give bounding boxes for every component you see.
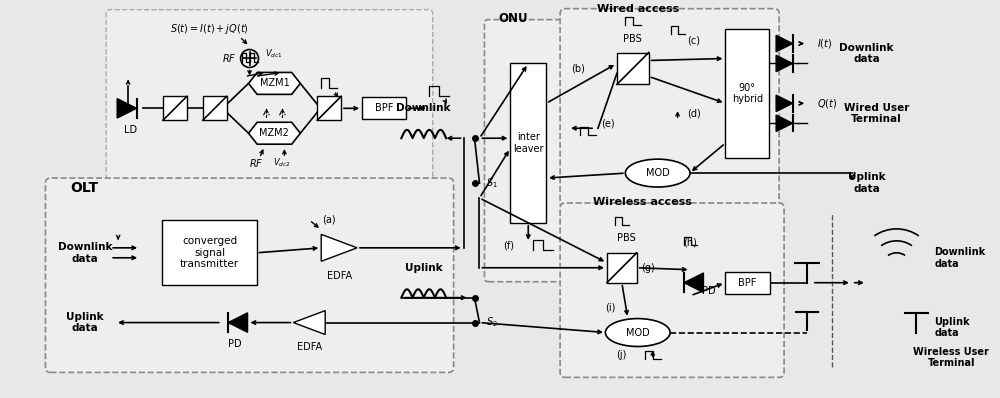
Bar <box>203 96 227 120</box>
Text: PBS: PBS <box>617 233 636 243</box>
Text: MOD: MOD <box>646 168 670 178</box>
Text: PD: PD <box>702 286 715 296</box>
Text: Uplink: Uplink <box>405 263 443 273</box>
Text: MZM2: MZM2 <box>259 128 289 138</box>
Polygon shape <box>776 35 793 52</box>
Text: PD: PD <box>228 339 241 349</box>
FancyBboxPatch shape <box>560 203 784 377</box>
Polygon shape <box>321 234 357 261</box>
Bar <box>617 53 649 84</box>
Text: EDFA: EDFA <box>297 343 322 353</box>
Bar <box>725 29 769 158</box>
Text: $V_{dc2}$: $V_{dc2}$ <box>273 157 291 170</box>
Text: BPF: BPF <box>375 103 393 113</box>
Text: (g): (g) <box>641 263 655 273</box>
Polygon shape <box>117 99 137 118</box>
FancyBboxPatch shape <box>45 178 454 373</box>
Text: Downlink
data: Downlink data <box>934 247 986 269</box>
Text: EDFA: EDFA <box>327 271 352 281</box>
Bar <box>510 63 546 223</box>
Text: converged
signal
transmitter: converged signal transmitter <box>180 236 239 269</box>
Text: Downlink
data: Downlink data <box>58 242 113 263</box>
Text: (a): (a) <box>322 215 336 225</box>
Text: $V_{dc1}$: $V_{dc1}$ <box>265 47 282 60</box>
Text: $I(t)$: $I(t)$ <box>817 37 832 50</box>
Text: PBS: PBS <box>623 33 642 43</box>
Bar <box>725 272 770 294</box>
Text: $RF$: $RF$ <box>222 53 237 64</box>
Text: inter
leaver: inter leaver <box>513 133 544 154</box>
Polygon shape <box>228 313 248 332</box>
Polygon shape <box>684 273 703 293</box>
Polygon shape <box>776 115 793 131</box>
Text: OLT: OLT <box>70 181 98 195</box>
Text: ONU: ONU <box>498 12 528 25</box>
Text: Uplink
data: Uplink data <box>66 312 104 334</box>
Ellipse shape <box>605 318 670 347</box>
Polygon shape <box>776 55 793 72</box>
Bar <box>163 96 187 120</box>
Text: (e): (e) <box>601 118 615 128</box>
Text: $S_2$: $S_2$ <box>486 316 498 330</box>
Text: MOD: MOD <box>626 328 650 338</box>
Text: (d): (d) <box>687 108 700 118</box>
Text: (b): (b) <box>571 63 585 74</box>
Text: $Q(t)$: $Q(t)$ <box>817 97 837 110</box>
Ellipse shape <box>625 159 690 187</box>
Text: $S_1$: $S_1$ <box>486 176 498 190</box>
Text: Wireless User
Terminal: Wireless User Terminal <box>913 347 989 368</box>
Text: (c): (c) <box>687 35 700 45</box>
Polygon shape <box>249 122 300 144</box>
Text: $RF$: $RF$ <box>249 157 264 169</box>
FancyBboxPatch shape <box>106 10 433 187</box>
Text: Uplink
data: Uplink data <box>848 172 886 194</box>
FancyBboxPatch shape <box>484 20 572 282</box>
Text: (j): (j) <box>616 351 626 361</box>
Text: Downlink
data: Downlink data <box>839 43 894 64</box>
Polygon shape <box>293 310 325 335</box>
Text: Wired User
Terminal: Wired User Terminal <box>844 103 909 124</box>
Bar <box>607 253 637 283</box>
Bar <box>362 98 406 119</box>
Text: 90°
hybrid: 90° hybrid <box>732 82 763 104</box>
Text: Downlink: Downlink <box>396 103 451 113</box>
Polygon shape <box>249 72 300 94</box>
Text: Wireless access: Wireless access <box>593 197 692 207</box>
Bar <box>162 220 257 285</box>
Text: Uplink
data: Uplink data <box>934 317 970 338</box>
Text: BPF: BPF <box>738 278 756 288</box>
Text: Wired access: Wired access <box>597 4 679 14</box>
Polygon shape <box>776 95 793 111</box>
Text: (f): (f) <box>503 241 514 251</box>
Text: (i): (i) <box>605 302 615 312</box>
Text: (h): (h) <box>684 238 697 248</box>
Bar <box>317 96 341 120</box>
FancyBboxPatch shape <box>560 9 779 208</box>
Text: MZM1: MZM1 <box>260 78 289 88</box>
Text: $S(t)=I(t)+jQ(t)$: $S(t)=I(t)+jQ(t)$ <box>170 21 249 35</box>
Text: LD: LD <box>124 125 137 135</box>
